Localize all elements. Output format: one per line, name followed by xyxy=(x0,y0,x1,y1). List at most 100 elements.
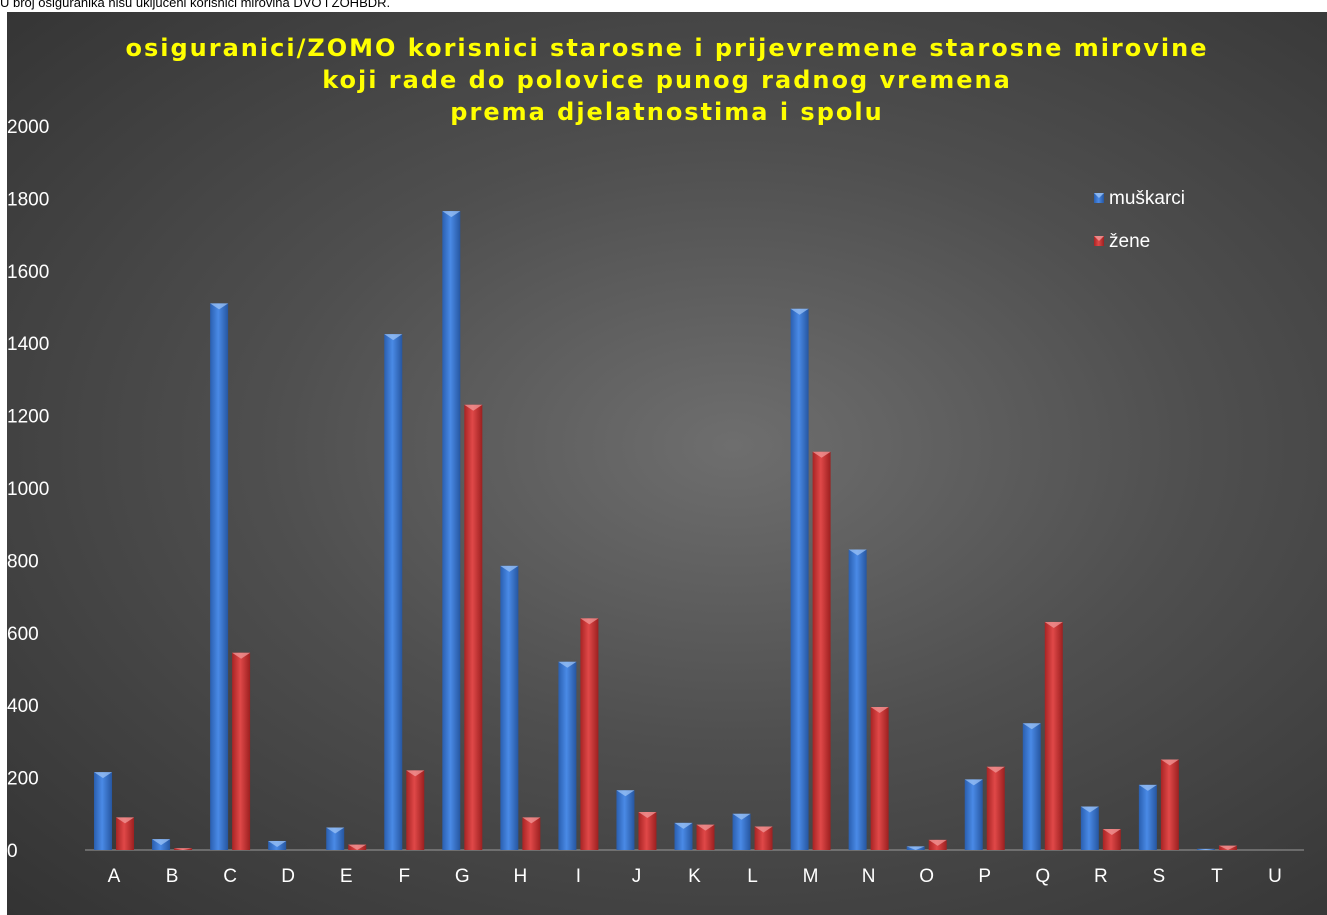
bar-cap-zene-C xyxy=(232,652,251,659)
bar-cap-muskarci-D xyxy=(268,840,287,847)
bar-zene-Q xyxy=(1044,621,1063,850)
bar-cap-zene-M xyxy=(812,451,831,458)
y-tick-label: 1600 xyxy=(7,262,49,283)
x-tick-label: K xyxy=(688,866,701,887)
x-tick-label: Q xyxy=(1035,866,1050,887)
x-tick-label: M xyxy=(803,866,819,887)
bar-zene-C xyxy=(232,652,251,850)
bar-muskarci-C xyxy=(210,303,229,850)
bar-muskarci-R xyxy=(1080,806,1099,850)
bar-cap-muskarci-B xyxy=(152,839,171,846)
y-tick-label: 1000 xyxy=(7,479,49,500)
bar-zene-N xyxy=(870,707,889,850)
bar-cap-muskarci-S xyxy=(1138,784,1157,791)
bar-muskarci-E xyxy=(326,827,345,850)
bar-muskarci-K xyxy=(674,822,693,850)
bar-zene-L xyxy=(754,826,773,850)
footnote: U broj osiguranika nisu uključeni korisn… xyxy=(0,0,391,10)
bar-cap-zene-Q xyxy=(1044,621,1063,628)
bar-cap-muskarci-Q xyxy=(1022,723,1041,730)
y-tick-label: 0 xyxy=(7,841,18,862)
bar-muskarci-I xyxy=(558,661,577,850)
bar-cap-muskarci-A xyxy=(94,772,113,779)
bar-muskarci-M xyxy=(790,308,809,850)
bar-muskarci-G xyxy=(442,211,461,850)
x-tick-label: T xyxy=(1211,866,1223,887)
bar-muskarci-N xyxy=(848,549,867,850)
bar-cap-zene-R xyxy=(1102,829,1121,836)
bar-zene-A xyxy=(116,817,135,850)
bar-muskarci-P xyxy=(964,779,983,850)
x-tick-label: B xyxy=(166,866,179,887)
legend-swatch-cap xyxy=(1094,193,1104,198)
bar-cap-muskarci-H xyxy=(500,565,519,572)
bar-cap-muskarci-L xyxy=(732,813,751,820)
bar-cap-zene-K xyxy=(696,824,715,831)
x-tick-label: L xyxy=(747,866,758,887)
bar-cap-zene-S xyxy=(1160,759,1179,766)
chart-title-line-1: osiguranici/ZOMO korisnici starosne i pr… xyxy=(125,34,1209,62)
bar-cap-muskarci-F xyxy=(384,334,403,341)
bar-cap-muskarci-R xyxy=(1080,806,1099,813)
bar-cap-zene-G xyxy=(464,404,483,411)
bar-cap-zene-O xyxy=(928,839,947,846)
bar-zene-H xyxy=(522,817,541,850)
bar-cap-muskarci-O xyxy=(906,846,925,850)
bar-chart: 0 200 400 600 800 1000 1200 1400 1600 1800 2000 A B C… xyxy=(7,117,1304,887)
y-tick-label: 2000 xyxy=(7,117,49,138)
bar-muskarci-J xyxy=(616,790,635,850)
bar-zene-P xyxy=(986,766,1005,850)
bar-muskarci-H xyxy=(500,565,519,850)
x-tick-label: F xyxy=(398,866,410,887)
x-tick-label: R xyxy=(1094,866,1108,887)
bar-cap-muskarci-I xyxy=(558,661,577,668)
bar-cap-zene-J xyxy=(638,811,657,818)
bar-zene-K xyxy=(696,824,715,850)
legend-label-muskarci: muškarci xyxy=(1109,188,1185,209)
bar-muskarci-F xyxy=(384,334,403,850)
bar-cap-zene-B xyxy=(174,848,193,850)
y-tick-label: 600 xyxy=(7,624,39,645)
bar-zene-G xyxy=(464,404,483,850)
bar-cap-muskarci-J xyxy=(616,790,635,797)
bar-zene-F xyxy=(406,770,425,850)
bar-cap-muskarci-N xyxy=(848,549,867,556)
bar-zene-S xyxy=(1160,759,1179,850)
y-tick-label: 1200 xyxy=(7,407,49,428)
bar-cap-zene-P xyxy=(986,766,1005,773)
x-tick-label: C xyxy=(223,866,237,887)
x-tick-label: D xyxy=(281,866,295,887)
chart-area: osiguranici/ZOMO korisnici starosne i pr… xyxy=(7,12,1327,915)
bar-zene-R xyxy=(1102,829,1121,850)
bar-cap-muskarci-T xyxy=(1196,848,1215,850)
bar-cap-zene-E xyxy=(348,844,367,850)
chart-title-line-2: koji rade do polovice punog radnog vreme… xyxy=(322,66,1012,94)
x-tick-label: I xyxy=(576,866,581,887)
y-tick-label: 800 xyxy=(7,551,39,572)
bar-muskarci-A xyxy=(94,772,113,850)
chart-title-line-3: prema djelatnostima i spolu xyxy=(450,98,884,126)
x-tick-label: H xyxy=(513,866,527,887)
x-tick-label: P xyxy=(978,866,991,887)
bar-cap-zene-N xyxy=(870,707,889,714)
x-tick-label: E xyxy=(340,866,353,887)
bar-cap-muskarci-M xyxy=(790,308,809,315)
y-tick-label: 200 xyxy=(7,769,39,790)
y-tick-label: 1400 xyxy=(7,334,49,355)
bar-cap-zene-H xyxy=(522,817,541,824)
x-tick-label: A xyxy=(108,866,121,887)
bar-cap-muskarci-C xyxy=(210,303,229,310)
legend-swatch-cap xyxy=(1094,236,1104,241)
bar-cap-zene-F xyxy=(406,770,425,777)
x-tick-label: G xyxy=(455,866,470,887)
x-tick-label: N xyxy=(862,866,876,887)
bar-cap-muskarci-E xyxy=(326,827,345,834)
bar-cap-zene-A xyxy=(116,817,135,824)
bar-muskarci-Q xyxy=(1022,723,1041,850)
bar-zene-M xyxy=(812,451,831,850)
bar-zene-I xyxy=(580,618,599,850)
chart-title: osiguranici/ZOMO korisnici starosne i pr… xyxy=(7,32,1327,128)
bar-cap-muskarci-K xyxy=(674,822,693,829)
bar-cap-zene-L xyxy=(754,826,773,833)
x-tick-label: O xyxy=(919,866,934,887)
